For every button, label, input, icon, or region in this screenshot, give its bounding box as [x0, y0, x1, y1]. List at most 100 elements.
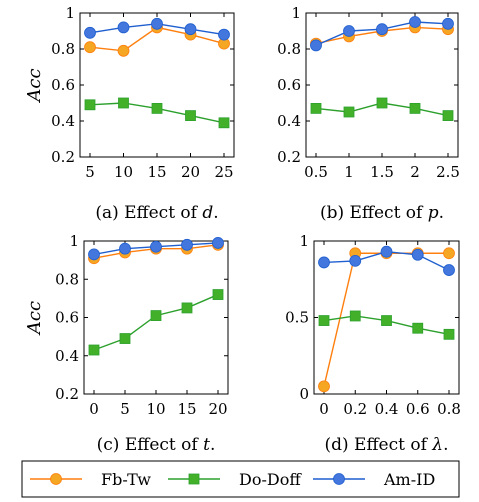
- y-tick-label: 0.8: [55, 270, 79, 288]
- legend-box: [21, 460, 460, 498]
- data-point-am-id: [343, 25, 355, 37]
- panel-b: 0.2 0.4 0.6 0.8 1 0.5 1 1.5 2 2.5 (b) Effect of p.: [277, 4, 460, 223]
- data-point-do-doff: [409, 103, 421, 114]
- data-point-do-doff: [185, 110, 196, 121]
- data-point-am-id: [318, 256, 330, 269]
- data-point-do-doff: [119, 333, 131, 344]
- data-point-do-doff: [310, 103, 322, 114]
- legend-marker-do-doff: [188, 473, 200, 485]
- x-tick-label: 15: [147, 163, 166, 181]
- data-point-am-id: [184, 23, 197, 36]
- y-tick-label: 0.8: [277, 40, 301, 58]
- y-tick-label: 0.2: [277, 148, 301, 166]
- y-tick-label: 0.6: [55, 309, 79, 327]
- data-point-do-doff: [150, 310, 162, 321]
- data-point-am-id: [349, 254, 362, 267]
- caption-suffix: .: [210, 435, 215, 455]
- data-point-do-doff: [118, 97, 129, 109]
- data-point-am-id: [218, 28, 230, 41]
- y-tick-label: 0.6: [51, 76, 75, 94]
- data-point-am-id: [442, 17, 454, 30]
- data-point-am-id: [181, 238, 193, 251]
- data-point-do-doff: [88, 344, 100, 356]
- panel-caption: (b) Effect of p.: [320, 203, 444, 223]
- data-point-fb-tw: [318, 380, 330, 393]
- data-point-do-doff: [349, 310, 361, 322]
- data-point-do-doff: [318, 315, 330, 326]
- legend: Fb-Tw Do-Doff Am-ID: [21, 460, 460, 498]
- x-tick-label: 0.6: [406, 400, 430, 418]
- y-tick-label: 0: [299, 385, 309, 403]
- legend-marker-am-id: [333, 473, 345, 485]
- y-tick-label: 1: [69, 232, 79, 250]
- panel-d: 00.510 0.2 0.4 0.6 0.8(d) Effect of λ.: [285, 232, 461, 455]
- data-point-am-id: [376, 23, 388, 36]
- caption-prefix: (b) Effect of: [320, 203, 428, 223]
- x-tick-label: 2: [410, 163, 420, 181]
- data-point-do-doff: [84, 99, 96, 111]
- data-point-do-doff: [442, 110, 454, 121]
- caption-suffix: .: [443, 435, 448, 455]
- data-point-do-doff: [181, 302, 193, 314]
- caption-suffix: .: [439, 203, 444, 223]
- x-tick-label: 20: [208, 400, 227, 418]
- y-tick-label: 0.6: [277, 76, 301, 94]
- data-point-fb-tw: [443, 247, 455, 260]
- data-point-am-id: [380, 245, 393, 258]
- x-tick-label: 0.4: [375, 400, 399, 418]
- y-tick-label: 0.4: [55, 347, 79, 365]
- y-tick-label: 0.2: [55, 385, 79, 403]
- caption-prefix: (a) Effect of: [95, 203, 202, 223]
- caption-variable: p: [428, 203, 439, 223]
- legend-marker-fb-tw: [50, 473, 62, 485]
- y-tick-label: 0.4: [51, 112, 75, 130]
- caption-suffix: .: [213, 203, 218, 223]
- data-point-am-id: [411, 248, 424, 261]
- x-tick-label: 1: [344, 163, 354, 181]
- data-point-do-doff: [443, 328, 455, 340]
- data-point-do-doff: [218, 117, 230, 129]
- x-tick-label: 25: [214, 163, 233, 181]
- y-tick-label: 0.5: [285, 309, 309, 327]
- data-point-am-id: [310, 39, 322, 52]
- x-tick-label: 0.5: [304, 163, 328, 181]
- data-point-am-id: [151, 17, 163, 30]
- y-tick-label: 1: [65, 4, 75, 22]
- x-tick-label: 0.2: [343, 400, 367, 418]
- y-axis-label: Acc: [24, 68, 45, 103]
- x-tick-label: 10: [114, 163, 133, 181]
- data-point-am-id: [84, 26, 96, 39]
- data-point-do-doff: [376, 97, 388, 109]
- x-tick-label: 2.5: [436, 163, 460, 181]
- x-tick-label: 0: [319, 400, 329, 418]
- caption-variable: λ: [431, 435, 443, 455]
- caption-variable: t: [203, 435, 210, 455]
- data-point-do-doff: [151, 103, 163, 114]
- data-point-do-doff: [343, 106, 355, 118]
- caption-prefix: (d) Effect of: [325, 435, 433, 455]
- data-point-do-doff: [212, 289, 224, 300]
- panel-caption: (d) Effect of λ.: [325, 435, 449, 455]
- data-point-am-id: [150, 240, 162, 253]
- y-tick-label: 0.8: [51, 40, 75, 58]
- caption-prefix: (c) Effect of: [97, 435, 203, 455]
- x-tick-label: 1.5: [370, 163, 394, 181]
- data-point-am-id: [88, 248, 100, 261]
- x-tick-label: 10: [146, 400, 165, 418]
- data-point-am-id: [117, 21, 130, 34]
- y-tick-label: 1: [291, 4, 301, 22]
- legend-label: Am-ID: [383, 470, 435, 489]
- data-point-am-id: [443, 264, 455, 276]
- panel-caption: (c) Effect of t.: [97, 435, 216, 455]
- series-line-do-doff: [93, 293, 219, 351]
- legend-label: Fb-Tw: [101, 470, 151, 489]
- y-tick-label: 1: [299, 232, 309, 250]
- y-axis-label: Acc: [24, 301, 45, 336]
- data-point-do-doff: [381, 315, 392, 326]
- y-tick-label: 0.2: [51, 148, 75, 166]
- x-tick-label: 20: [181, 163, 200, 181]
- data-point-am-id: [119, 242, 131, 255]
